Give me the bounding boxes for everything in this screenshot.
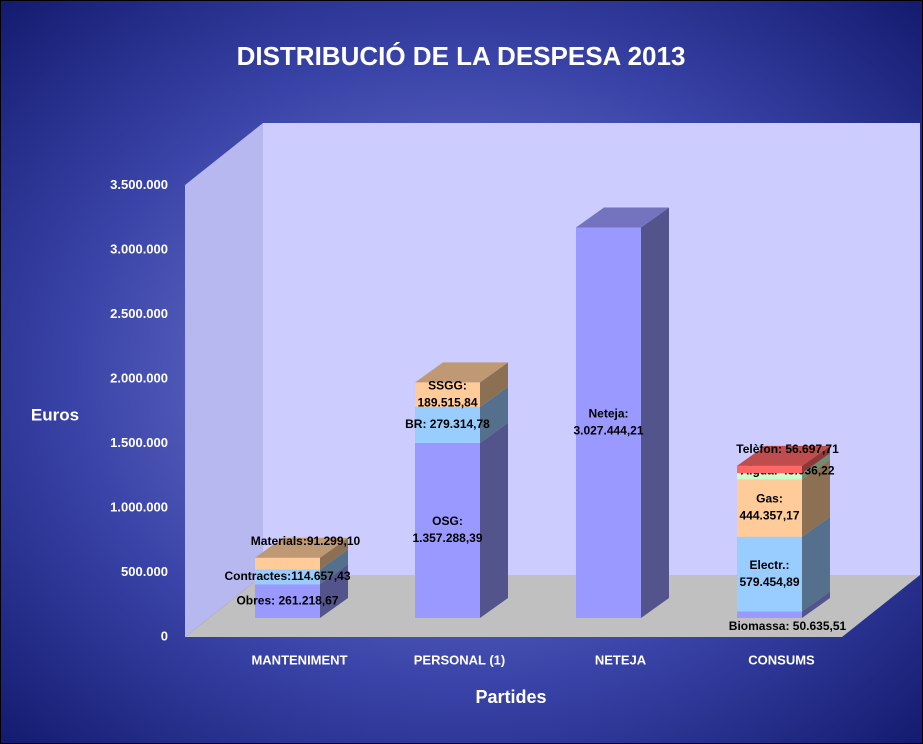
bar-segment xyxy=(255,569,320,585)
bar-side xyxy=(320,549,348,585)
bar-side xyxy=(802,445,830,474)
bar-segment xyxy=(415,406,480,443)
y-tick-label: 3.500.000 xyxy=(110,177,168,192)
bar-side xyxy=(480,362,508,407)
bar-side xyxy=(641,207,669,618)
data-label: Telèfon: 56.697,71 xyxy=(736,442,839,456)
bar-segment xyxy=(576,227,641,618)
bar-segment xyxy=(415,442,480,618)
bar-top xyxy=(255,537,348,558)
y-tick-label: 1.000.000 xyxy=(110,499,168,514)
bar-segment xyxy=(415,382,480,407)
data-label: 579.454,89 xyxy=(739,575,799,589)
bar-side xyxy=(802,459,830,537)
data-label: Materials:91.299,10 xyxy=(251,534,361,548)
x-tick-label: MANTENIMENT xyxy=(251,652,347,667)
x-tick-label: PERSONAL (1) xyxy=(414,652,506,667)
data-label: 1.357.288,39 xyxy=(412,531,482,545)
y-tick-label: 500.000 xyxy=(121,564,168,579)
y-tick-label: 1.500.000 xyxy=(110,435,168,450)
data-label: Biomassa: 50.635,51 xyxy=(729,619,847,633)
bar-side xyxy=(802,591,830,618)
bar-top xyxy=(737,445,830,466)
bar-segment xyxy=(737,536,802,612)
data-label: 3.027.444,21 xyxy=(573,423,643,437)
y-tick-label: 2.000.000 xyxy=(110,370,168,385)
bar-segment xyxy=(737,611,802,618)
bar-side xyxy=(802,516,830,612)
x-axis-title: Partides xyxy=(475,687,546,707)
data-label: Neteja: xyxy=(588,406,628,420)
data-label: Gas: xyxy=(756,492,783,506)
bar-segment xyxy=(737,473,802,480)
side-wall xyxy=(185,123,263,637)
bar-side xyxy=(320,564,348,618)
bar-side xyxy=(480,386,508,443)
data-label: SSGG: xyxy=(428,378,467,392)
bar-segment xyxy=(255,557,320,570)
y-axis-title: Euros xyxy=(31,405,79,424)
data-label: BR: 279.314,78 xyxy=(405,417,490,431)
x-tick-label: NETEJA xyxy=(595,652,647,667)
bar-segment xyxy=(737,479,802,537)
data-label: Contractes:114.657,43 xyxy=(224,569,350,583)
y-tick-label: 3.000.000 xyxy=(110,241,168,256)
floor xyxy=(185,575,920,637)
bar-top xyxy=(576,207,669,228)
bar-segment xyxy=(255,584,320,618)
data-label: Electr.: xyxy=(749,558,789,572)
bar-segment xyxy=(737,465,802,474)
x-tick-label: CONSUMS xyxy=(748,652,815,667)
data-label: OSG: xyxy=(432,514,463,528)
bar-side xyxy=(480,422,508,618)
data-label: Obres: 261.218,67 xyxy=(236,593,338,607)
y-tick-label: 2.500.000 xyxy=(110,306,168,321)
bar-side xyxy=(802,453,830,480)
chart-title: DISTRIBUCIÓ DE LA DESPESA 2013 xyxy=(237,41,686,71)
data-label: 444.357,17 xyxy=(739,509,799,523)
bar-side xyxy=(320,537,348,570)
data-label: 189.515,84 xyxy=(417,395,477,409)
bar-top xyxy=(415,362,508,383)
y-tick-label: 0 xyxy=(161,628,168,643)
